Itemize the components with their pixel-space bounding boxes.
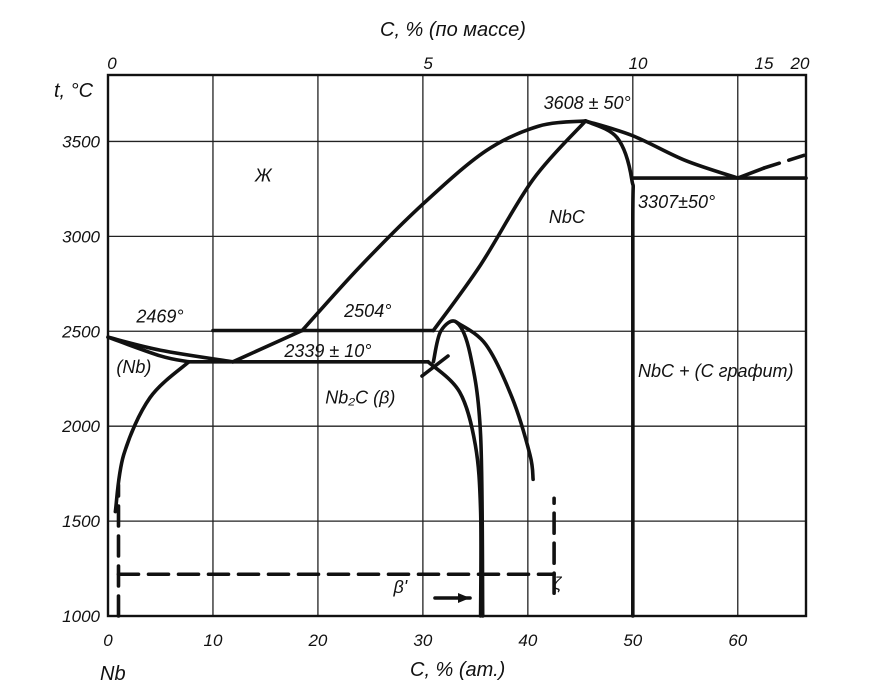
label-liquid: Ж xyxy=(254,165,273,185)
x-tick-label: 30 xyxy=(413,631,432,650)
top-tick-label: 5 xyxy=(423,54,433,73)
nb2c-pointer xyxy=(420,354,450,378)
x-axis-title: C, % (ат.) xyxy=(410,659,505,681)
label-t2469: 2469° xyxy=(135,307,183,327)
x-tick-label: 50 xyxy=(623,631,642,650)
label-t3608: 3608 ± 50° xyxy=(544,93,631,113)
curve-liquidus-graphite-dashed xyxy=(762,152,808,170)
element-label-nb: Nb xyxy=(100,663,126,685)
curve-liquidus-NbC-right xyxy=(583,119,740,180)
plot-frame xyxy=(106,73,808,618)
y-tick-label: 2000 xyxy=(61,417,100,436)
top-tick-label: 15 xyxy=(755,54,774,73)
top-tick-label: 10 xyxy=(629,54,648,73)
grid-lines xyxy=(108,75,806,617)
annotations: Ж 2469° (Nb) 2504° 2339 ± 10° Nb₂C (β) 3608 ± … xyxy=(116,93,793,597)
curve-solidus-NbC-right xyxy=(583,119,636,618)
label-beta_prime: β' xyxy=(392,577,407,597)
beta-prime-arrow xyxy=(433,593,472,603)
curve-beta-dome xyxy=(431,319,485,618)
y-tick-label: 3000 xyxy=(62,227,100,246)
label-t2339: 2339 ± 10° xyxy=(283,341,371,361)
phase-curves xyxy=(106,119,808,618)
label-nb: (Nb) xyxy=(116,357,151,377)
y-tick-label: 2500 xyxy=(61,322,100,341)
x-tick-label: 20 xyxy=(307,631,327,650)
curve-beta-Nb2C-right xyxy=(454,320,535,482)
curve-Nb-solvus xyxy=(113,360,191,514)
top-tick-label: 20 xyxy=(790,54,810,73)
curve-beta-Nb2C-left xyxy=(426,360,483,618)
tick-labels: 0 10 20 30 40 50 60 1000 1500 2000 2500 3000 3500 0 5 1… xyxy=(61,54,810,650)
top-tick-label: 0 xyxy=(107,54,117,73)
curve-liquidus-NbC xyxy=(300,119,588,333)
x-tick-label: 10 xyxy=(204,631,223,650)
top-axis-title: C, % (по массе) xyxy=(380,19,526,41)
curve-liquidus-Nb2C xyxy=(231,328,304,364)
label-nb2c: Nb₂C (β) xyxy=(325,387,395,407)
curve-Nb-solidus xyxy=(106,335,191,364)
y-tick-label: 1000 xyxy=(62,607,100,626)
y-tick-label: 3500 xyxy=(62,132,100,151)
y-axis-title: t, °C xyxy=(54,80,94,102)
label-nbc: NbC xyxy=(549,207,586,227)
y-tick-label: 1500 xyxy=(62,512,100,531)
label-t3307: 3307±50° xyxy=(638,192,715,212)
x-tick-label: 0 xyxy=(103,631,113,650)
x-tick-label: 40 xyxy=(518,631,537,650)
label-nbc_graphite: NbC + (C графит) xyxy=(638,361,793,381)
curve-solidus-NbC-left xyxy=(431,119,588,333)
label-zeta: ζ xyxy=(553,573,563,593)
label-t2504: 2504° xyxy=(343,301,391,321)
x-tick-label: 60 xyxy=(728,631,747,650)
